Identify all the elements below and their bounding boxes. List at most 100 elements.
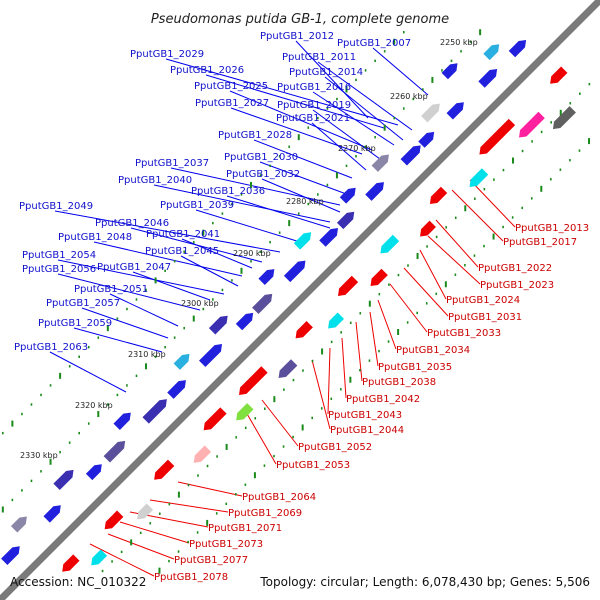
forward-gene bbox=[446, 102, 464, 120]
gene-label-pputgb1_2013[interactable]: PputGB1_2013 bbox=[515, 223, 589, 234]
gene-label-pputgb1_2044[interactable]: PputGB1_2044 bbox=[330, 425, 404, 436]
callout-line bbox=[165, 58, 399, 126]
callout-line bbox=[119, 521, 190, 544]
forward-gene bbox=[235, 312, 254, 331]
callout-line bbox=[81, 307, 169, 339]
gene-label-pputgb1_2025[interactable]: PputGB1_2025 bbox=[194, 81, 268, 92]
gene-label-pputgb1_2037[interactable]: PputGB1_2037 bbox=[135, 158, 209, 169]
callout-line bbox=[57, 273, 201, 311]
gene-label-pputgb1_2053[interactable]: PputGB1_2053 bbox=[276, 460, 350, 471]
callout-line bbox=[295, 40, 369, 119]
gene-label-pputgb1_2023[interactable]: PputGB1_2023 bbox=[480, 280, 554, 291]
callout-line bbox=[89, 543, 155, 577]
callout-line bbox=[181, 238, 253, 269]
gene-label-pputgb1_2038[interactable]: PputGB1_2038 bbox=[362, 377, 436, 388]
callout-line bbox=[377, 299, 397, 350]
gene-label-pputgb1_2069[interactable]: PputGB1_2069 bbox=[228, 508, 302, 519]
callout-line bbox=[341, 337, 347, 399]
forward-gene bbox=[1, 546, 20, 565]
kbp-tick-label: 2320 kbp bbox=[75, 401, 113, 410]
callout-line bbox=[170, 167, 341, 206]
gene-label-pputgb1_2026[interactable]: PputGB1_2026 bbox=[170, 65, 244, 76]
callout-line bbox=[327, 347, 331, 415]
gene-label-pputgb1_2040[interactable]: PputGB1_2040 bbox=[118, 175, 192, 186]
gene-label-pputgb1_2051[interactable]: PputGB1_2051 bbox=[74, 284, 148, 295]
gene-label-pputgb1_2030[interactable]: PputGB1_2030 bbox=[224, 152, 298, 163]
gene-label-pputgb1_2073[interactable]: PputGB1_2073 bbox=[189, 539, 263, 550]
gene-label-pputgb1_2016[interactable]: PputGB1_2016 bbox=[277, 82, 351, 93]
callout-line bbox=[311, 122, 367, 171]
forward-gene bbox=[336, 211, 355, 230]
callout-line bbox=[54, 210, 281, 253]
gene-label-pputgb1_2052[interactable]: PputGB1_2052 bbox=[298, 442, 372, 453]
forward-gene bbox=[283, 260, 306, 283]
gene-label-pputgb1_2077[interactable]: PputGB1_2077 bbox=[174, 555, 248, 566]
gene-label-pputgb1_2011[interactable]: PputGB1_2011 bbox=[282, 52, 356, 63]
gene-label-pputgb1_2059[interactable]: PputGB1_2059 bbox=[38, 318, 112, 329]
gene-label-pputgb1_2034[interactable]: PputGB1_2034 bbox=[396, 345, 470, 356]
callout-line bbox=[311, 359, 331, 430]
gene-label-pputgb1_2033[interactable]: PputGB1_2033 bbox=[427, 328, 501, 339]
forward-gene bbox=[293, 232, 312, 250]
forward-gene bbox=[421, 103, 440, 123]
gene-label-pputgb1_2056[interactable]: PputGB1_2056 bbox=[22, 264, 96, 275]
reverse-gene bbox=[137, 503, 154, 520]
callout-line bbox=[93, 241, 243, 277]
gene-label-pputgb1_2039[interactable]: PputGB1_2039 bbox=[160, 200, 234, 211]
gene-label-pputgb1_2035[interactable]: PputGB1_2035 bbox=[378, 362, 452, 373]
forward-gene bbox=[258, 269, 275, 285]
gene-label-pputgb1_2032[interactable]: PputGB1_2032 bbox=[226, 169, 300, 180]
callout-line bbox=[229, 90, 373, 151]
gene-label-pputgb1_2071[interactable]: PputGB1_2071 bbox=[208, 523, 282, 534]
gene-label-pputgb1_2027[interactable]: PputGB1_2027 bbox=[195, 98, 269, 109]
gene-label-pputgb1_2078[interactable]: PputGB1_2078 bbox=[154, 572, 228, 583]
gene-label-pputgb1_2021[interactable]: PputGB1_2021 bbox=[276, 113, 350, 124]
gene-label-pputgb1_2045[interactable]: PputGB1_2045 bbox=[145, 246, 219, 257]
forward-gene bbox=[418, 131, 435, 148]
gene-label-pputgb1_2031[interactable]: PputGB1_2031 bbox=[448, 312, 522, 323]
gene-label-pputgb1_2064[interactable]: PputGB1_2064 bbox=[242, 492, 316, 503]
gene-label-pputgb1_2041[interactable]: PputGB1_2041 bbox=[146, 229, 220, 240]
callout-line bbox=[132, 271, 211, 301]
gene-label-pputgb1_2049[interactable]: PputGB1_2049 bbox=[19, 201, 93, 212]
gene-label-pputgb1_2036[interactable]: PputGB1_2036 bbox=[191, 186, 265, 197]
gene-label-pputgb1_2054[interactable]: PputGB1_2054 bbox=[22, 250, 96, 261]
callout-line bbox=[177, 481, 243, 497]
gene-label-pputgb1_2046[interactable]: PputGB1_2046 bbox=[95, 218, 169, 229]
forward-gene bbox=[252, 293, 273, 314]
gene-label-pputgb1_2017[interactable]: PputGB1_2017 bbox=[503, 237, 577, 248]
gene-label-pputgb1_2012[interactable]: PputGB1_2012 bbox=[260, 31, 334, 42]
forward-gene bbox=[371, 154, 389, 172]
kbp-tick-label: 2310 kbp bbox=[128, 350, 166, 359]
gene-label-pputgb1_2042[interactable]: PputGB1_2042 bbox=[346, 394, 420, 405]
gene-label-pputgb1_2063[interactable]: PputGB1_2063 bbox=[14, 342, 88, 353]
callout-line bbox=[149, 499, 229, 513]
gene-label-pputgb1_2048[interactable]: PputGB1_2048 bbox=[58, 232, 132, 243]
reverse-gene bbox=[429, 186, 448, 205]
forward-gene bbox=[10, 516, 27, 533]
kbp-tick-label: 2270 kbp bbox=[338, 144, 376, 153]
kbp-tick-label: 2280 kbp bbox=[286, 197, 324, 206]
callout-line bbox=[57, 259, 225, 295]
topology-text: Topology: circular; Length: 6,078,430 bp… bbox=[259, 575, 590, 589]
gene-label-pputgb1_2019[interactable]: PputGB1_2019 bbox=[277, 100, 351, 111]
gene-label-pputgb1_2022[interactable]: PputGB1_2022 bbox=[478, 263, 552, 274]
reverse-gene bbox=[370, 268, 388, 287]
gene-label-pputgb1_2057[interactable]: PputGB1_2057 bbox=[46, 298, 120, 309]
gene-label-pputgb1_2024[interactable]: PputGB1_2024 bbox=[446, 295, 520, 306]
gene-label-pputgb1_2007[interactable]: PputGB1_2007 bbox=[337, 38, 411, 49]
gene-label-pputgb1_2028[interactable]: PputGB1_2028 bbox=[218, 130, 292, 141]
gene-label-pputgb1_2029[interactable]: PputGB1_2029 bbox=[130, 49, 204, 60]
callout-line bbox=[109, 293, 179, 327]
gene-label-pputgb1_2043[interactable]: PputGB1_2043 bbox=[328, 410, 402, 421]
gene-label-pputgb1_2014[interactable]: PputGB1_2014 bbox=[289, 67, 363, 78]
callout-line bbox=[261, 178, 341, 213]
reverse-gene bbox=[328, 312, 345, 329]
gene-label-pputgb1_2047[interactable]: PputGB1_2047 bbox=[97, 262, 171, 273]
reverse-gene bbox=[193, 445, 212, 463]
forward-gene bbox=[103, 440, 126, 463]
kbp-tick-label: 2260 kbp bbox=[390, 92, 428, 101]
reverse-gene bbox=[337, 275, 359, 296]
